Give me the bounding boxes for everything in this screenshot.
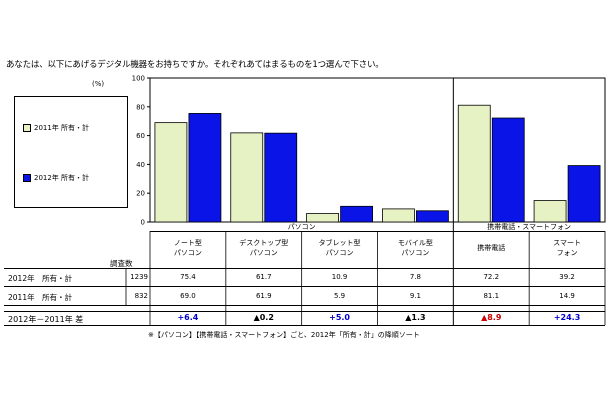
table-cell: 7.8 [409, 273, 421, 281]
table-top-line [150, 231, 605, 232]
column-header-line2: パソコン [401, 249, 430, 257]
bar-2011 [382, 208, 415, 223]
bar-2011 [154, 122, 188, 223]
legend-swatch-2011 [23, 124, 31, 132]
table-row-line-4 [4, 311, 605, 312]
y-tick-label: 20 [136, 190, 145, 198]
bar-2012 [340, 205, 373, 223]
table-cell: 81.1 [483, 292, 500, 300]
bar-2012 [491, 117, 525, 223]
table-row-line-1 [4, 268, 605, 269]
column-header-line1: ノート型 [173, 239, 202, 247]
column-header-line2: パソコン [173, 249, 202, 257]
unit-label: (%) [92, 80, 105, 88]
diff-cell: ▲1.3 [405, 313, 426, 322]
diff-cell: ▲8.9 [481, 313, 502, 322]
bar-2012 [416, 210, 449, 223]
table-cell: 72.2 [483, 273, 500, 281]
y-tick-label: 0 [141, 219, 145, 227]
count-header: 調査数 [110, 259, 133, 268]
table-cell: 61.7 [255, 273, 272, 281]
bar-2011 [457, 104, 491, 223]
column-header-line1: タブレット型 [318, 239, 361, 247]
column-header-line2: フォン [556, 249, 578, 257]
bar-2011 [533, 200, 567, 223]
diff-row-label: 2012年－2011年 差 [8, 315, 84, 324]
table-cell: 10.9 [331, 273, 348, 281]
table-row-line-3 [4, 305, 605, 306]
legend-item-2011: 2011年 所有・計 [23, 123, 89, 133]
legend-label-2011: 2011年 所有・計 [34, 124, 90, 132]
diff-cell: +6.4 [177, 313, 199, 322]
table-cell: 61.9 [255, 292, 272, 300]
column-header-line2: パソコン [249, 249, 278, 257]
column-header-line1: 携帯電話 [477, 244, 506, 252]
column-header-line2: パソコン [325, 249, 354, 257]
diff-cell: +24.3 [553, 313, 581, 322]
diff-cell: +5.0 [329, 313, 350, 322]
row-count: 1239 [130, 273, 148, 281]
y-tick-label: 40 [136, 161, 145, 169]
plot-area [149, 77, 606, 223]
y-tick-label: 60 [136, 132, 145, 140]
table-cell: 69.0 [180, 292, 196, 300]
bar-2011 [306, 213, 339, 223]
column-header-line1: スマート [553, 239, 581, 247]
y-tick-label: 100 [132, 75, 145, 83]
footnote: ※【パソコン】【携帯電話・スマートフォン】ごと、2012年「所有・計」の降順ソー… [148, 331, 420, 339]
table-cell: 75.4 [180, 273, 196, 281]
question-text: あなたは、以下にあげるデジタル機器をお持ちですか。それぞれあてはまるものを1つ選… [6, 60, 384, 70]
bar-2011 [230, 132, 264, 223]
table-bottom-line [4, 325, 605, 326]
bar-2012 [188, 113, 222, 223]
row-label: 2012年 所有・計 [8, 274, 73, 283]
table-row-line-2 [4, 286, 605, 287]
legend-label-2012: 2012年 所有・計 [34, 174, 90, 182]
bar-2012 [264, 132, 298, 223]
bar-2012 [567, 165, 601, 223]
table-cell: 5.9 [334, 292, 346, 300]
legend-item-2012: 2012年 所有・計 [23, 173, 89, 183]
row-count: 832 [134, 292, 148, 300]
row-label: 2011年 所有・計 [8, 293, 73, 302]
group-label-mobile: 携帯電話・スマートフォン [487, 222, 571, 231]
table-cell: 14.9 [559, 292, 575, 300]
column-header-line1: デスクトップ型 [239, 239, 289, 247]
legend: 2011年 所有・計 2012年 所有・計 [14, 96, 128, 208]
legend-swatch-2012 [23, 174, 31, 182]
table-cell: 9.1 [409, 292, 421, 300]
y-tick-label: 80 [136, 103, 145, 111]
diff-cell: ▲0.2 [253, 313, 274, 322]
table-cell: 39.2 [559, 273, 575, 281]
group-label-pc: パソコン [288, 223, 316, 231]
column-header-line1: モバイル型 [397, 239, 433, 247]
